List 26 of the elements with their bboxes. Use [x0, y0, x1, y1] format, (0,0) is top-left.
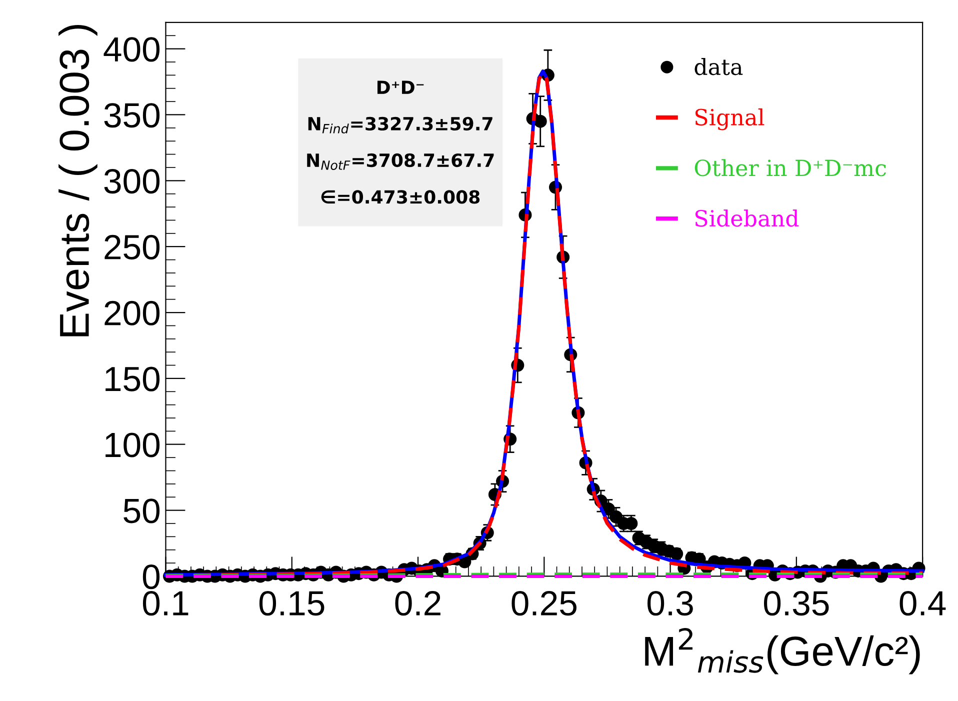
x-tick-label: 0.1 — [142, 591, 188, 616]
x-tick-label: 0.15 — [259, 591, 324, 616]
y-tick-label: 350 — [104, 103, 160, 128]
x-axis-title: M$^{2}$$_{miss}$(GeV/c²) — [645, 628, 920, 674]
legend-label: Signal — [695, 108, 764, 130]
annotation: D⁺D⁻ — [377, 80, 424, 94]
y-axis-title: Events / ( 0.003 ) — [58, 24, 98, 336]
y-tick-label: 200 — [104, 300, 160, 326]
y-tick-label: 250 — [104, 234, 160, 260]
annotation: N$_{NotF}$=3708.7±67.7 — [307, 153, 494, 170]
y-tick-label: 100 — [106, 432, 160, 458]
x-tick-label: 0.3 — [648, 591, 693, 616]
x-tick-label: 0.4 — [900, 591, 946, 616]
x-tick-label: 0.35 — [764, 591, 829, 616]
y-tick-label: 0 — [142, 564, 160, 590]
y-tick-label: 150 — [106, 366, 160, 392]
legend-label: Other in D⁺D⁻mc — [694, 159, 886, 176]
annotation: N$_{Find}$=3327.3±59.7 — [308, 116, 492, 134]
legend-label: Sideband — [695, 209, 799, 227]
y-tick-label: 400 — [104, 37, 160, 62]
legend-label: data — [694, 58, 743, 76]
x-tick-label: 0.25 — [512, 591, 576, 616]
y-tick-label: 50 — [124, 498, 160, 524]
x-tick-label: 0.2 — [395, 591, 440, 616]
y-tick-label: 300 — [104, 168, 160, 194]
annotation: ∈=0.473±0.008 — [321, 190, 480, 204]
